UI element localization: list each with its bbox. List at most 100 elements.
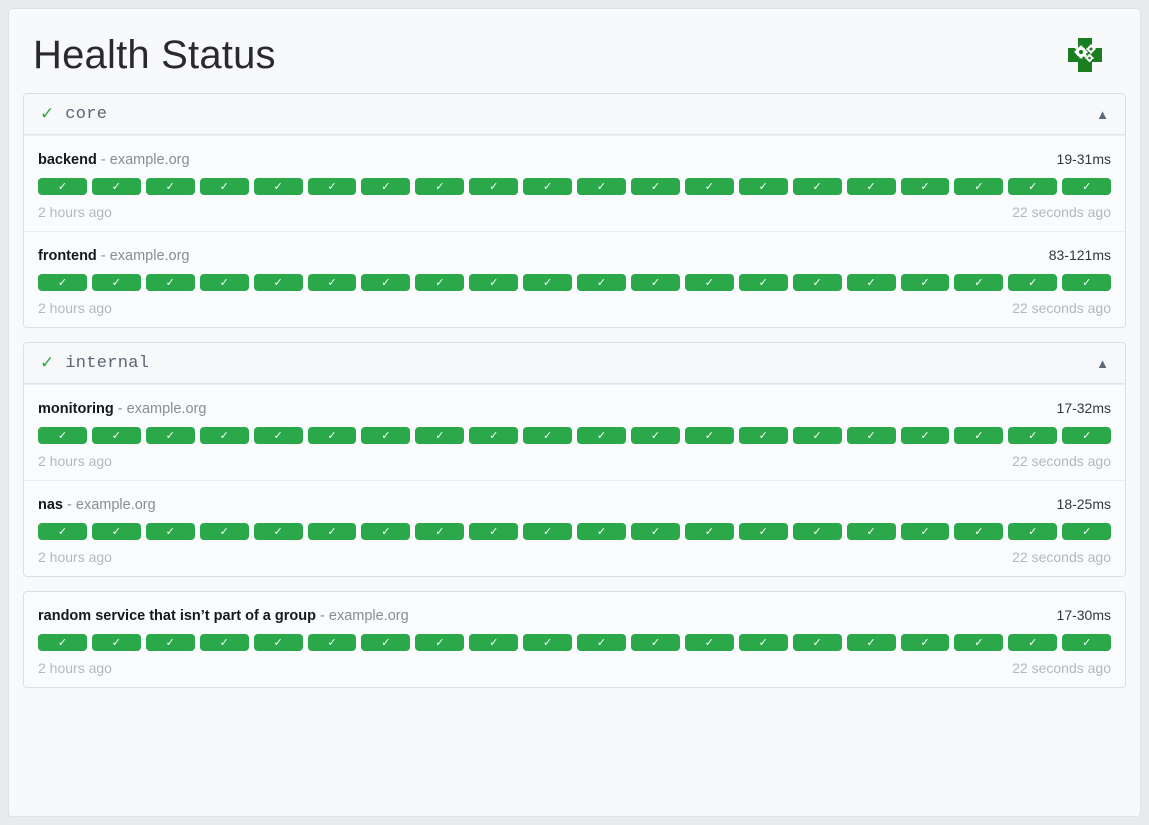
status-bar[interactable]: ✓ xyxy=(145,523,195,540)
status-bar[interactable]: ✓ xyxy=(415,178,465,195)
status-bar[interactable]: ✓ xyxy=(307,427,357,444)
status-bar[interactable]: ✓ xyxy=(415,523,465,540)
status-bar[interactable]: ✓ xyxy=(1008,523,1058,540)
status-bar[interactable]: ✓ xyxy=(577,523,626,540)
status-bar[interactable]: ✓ xyxy=(954,427,1004,444)
status-bar[interactable]: ✓ xyxy=(577,634,626,651)
status-bar[interactable]: ✓ xyxy=(954,523,1004,540)
status-bar[interactable]: ✓ xyxy=(38,634,87,651)
status-bar[interactable]: ✓ xyxy=(577,274,626,291)
status-bar[interactable]: ✓ xyxy=(307,634,357,651)
status-bar[interactable]: ✓ xyxy=(307,178,357,195)
status-bar[interactable]: ✓ xyxy=(846,523,896,540)
status-bar[interactable]: ✓ xyxy=(91,634,141,651)
status-bar[interactable]: ✓ xyxy=(253,634,303,651)
status-bar[interactable]: ✓ xyxy=(1062,274,1112,291)
status-bar[interactable]: ✓ xyxy=(630,523,680,540)
status-bar[interactable]: ✓ xyxy=(361,427,411,444)
status-bar[interactable]: ✓ xyxy=(361,634,411,651)
status-bar[interactable]: ✓ xyxy=(630,274,680,291)
status-bar[interactable]: ✓ xyxy=(253,523,303,540)
status-bar[interactable]: ✓ xyxy=(469,523,519,540)
status-bar[interactable]: ✓ xyxy=(91,274,141,291)
status-bar[interactable]: ✓ xyxy=(738,274,788,291)
status-bar[interactable]: ✓ xyxy=(38,178,87,195)
status-bar[interactable]: ✓ xyxy=(253,274,303,291)
status-bar[interactable]: ✓ xyxy=(469,274,519,291)
status-bar[interactable]: ✓ xyxy=(846,274,896,291)
status-bar[interactable]: ✓ xyxy=(900,523,950,540)
status-bar[interactable]: ✓ xyxy=(900,274,950,291)
status-bar[interactable]: ✓ xyxy=(361,274,411,291)
status-bar[interactable]: ✓ xyxy=(1008,274,1058,291)
status-bar[interactable]: ✓ xyxy=(523,427,573,444)
status-bar[interactable]: ✓ xyxy=(1062,178,1112,195)
status-bar[interactable]: ✓ xyxy=(145,178,195,195)
status-bar[interactable]: ✓ xyxy=(846,178,896,195)
status-bar[interactable]: ✓ xyxy=(738,523,788,540)
status-bar[interactable]: ✓ xyxy=(38,523,87,540)
status-bar[interactable]: ✓ xyxy=(1062,427,1112,444)
status-bar[interactable]: ✓ xyxy=(1062,523,1112,540)
status-bar[interactable]: ✓ xyxy=(792,523,842,540)
status-bar[interactable]: ✓ xyxy=(630,634,680,651)
status-bar[interactable]: ✓ xyxy=(361,178,411,195)
status-bar[interactable]: ✓ xyxy=(900,178,950,195)
status-bar[interactable]: ✓ xyxy=(738,427,788,444)
status-bar[interactable]: ✓ xyxy=(954,634,1004,651)
status-bar[interactable]: ✓ xyxy=(738,178,788,195)
status-bar[interactable]: ✓ xyxy=(523,523,573,540)
status-bar[interactable]: ✓ xyxy=(1008,634,1058,651)
status-bar[interactable]: ✓ xyxy=(792,274,842,291)
status-bar[interactable]: ✓ xyxy=(145,427,195,444)
status-bar[interactable]: ✓ xyxy=(684,427,734,444)
status-bar[interactable]: ✓ xyxy=(199,178,249,195)
status-bar[interactable]: ✓ xyxy=(630,178,680,195)
status-bar[interactable]: ✓ xyxy=(684,523,734,540)
status-bar[interactable]: ✓ xyxy=(253,427,303,444)
status-bar[interactable]: ✓ xyxy=(253,178,303,195)
status-bar[interactable]: ✓ xyxy=(469,178,519,195)
status-bar[interactable]: ✓ xyxy=(792,178,842,195)
status-bar[interactable]: ✓ xyxy=(199,523,249,540)
status-bar[interactable]: ✓ xyxy=(91,427,141,444)
status-bar[interactable]: ✓ xyxy=(307,523,357,540)
status-bar[interactable]: ✓ xyxy=(792,634,842,651)
status-bar[interactable]: ✓ xyxy=(145,274,195,291)
status-bar[interactable]: ✓ xyxy=(307,274,357,291)
status-bar[interactable]: ✓ xyxy=(469,427,519,444)
status-bar[interactable]: ✓ xyxy=(1008,178,1058,195)
status-bar[interactable]: ✓ xyxy=(523,178,573,195)
status-bar[interactable]: ✓ xyxy=(91,178,141,195)
status-bar[interactable]: ✓ xyxy=(577,427,626,444)
status-bar[interactable]: ✓ xyxy=(954,178,1004,195)
status-bar[interactable]: ✓ xyxy=(792,427,842,444)
group-header-internal[interactable]: ✓ internal ▲ xyxy=(24,343,1125,384)
status-bar[interactable]: ✓ xyxy=(199,427,249,444)
status-bar[interactable]: ✓ xyxy=(38,427,87,444)
status-bar[interactable]: ✓ xyxy=(199,634,249,651)
status-bar[interactable]: ✓ xyxy=(1062,634,1112,651)
status-bar[interactable]: ✓ xyxy=(415,634,465,651)
status-bar[interactable]: ✓ xyxy=(199,274,249,291)
status-bar[interactable]: ✓ xyxy=(900,634,950,651)
status-bar[interactable]: ✓ xyxy=(954,274,1004,291)
status-bar[interactable]: ✓ xyxy=(1008,427,1058,444)
chevron-up-icon[interactable]: ▲ xyxy=(1096,355,1109,371)
group-header-core[interactable]: ✓ core ▲ xyxy=(24,94,1125,135)
status-bar[interactable]: ✓ xyxy=(523,274,573,291)
status-bar[interactable]: ✓ xyxy=(38,274,87,291)
status-bar[interactable]: ✓ xyxy=(145,634,195,651)
status-bar[interactable]: ✓ xyxy=(684,634,734,651)
status-bar[interactable]: ✓ xyxy=(684,274,734,291)
status-bar[interactable]: ✓ xyxy=(900,427,950,444)
status-bar[interactable]: ✓ xyxy=(523,634,573,651)
status-bar[interactable]: ✓ xyxy=(577,178,626,195)
status-bar[interactable]: ✓ xyxy=(415,427,465,444)
status-bar[interactable]: ✓ xyxy=(630,427,680,444)
chevron-up-icon[interactable]: ▲ xyxy=(1096,106,1109,122)
status-bar[interactable]: ✓ xyxy=(738,634,788,651)
status-bar[interactable]: ✓ xyxy=(361,523,411,540)
status-bar[interactable]: ✓ xyxy=(469,634,519,651)
status-bar[interactable]: ✓ xyxy=(684,178,734,195)
